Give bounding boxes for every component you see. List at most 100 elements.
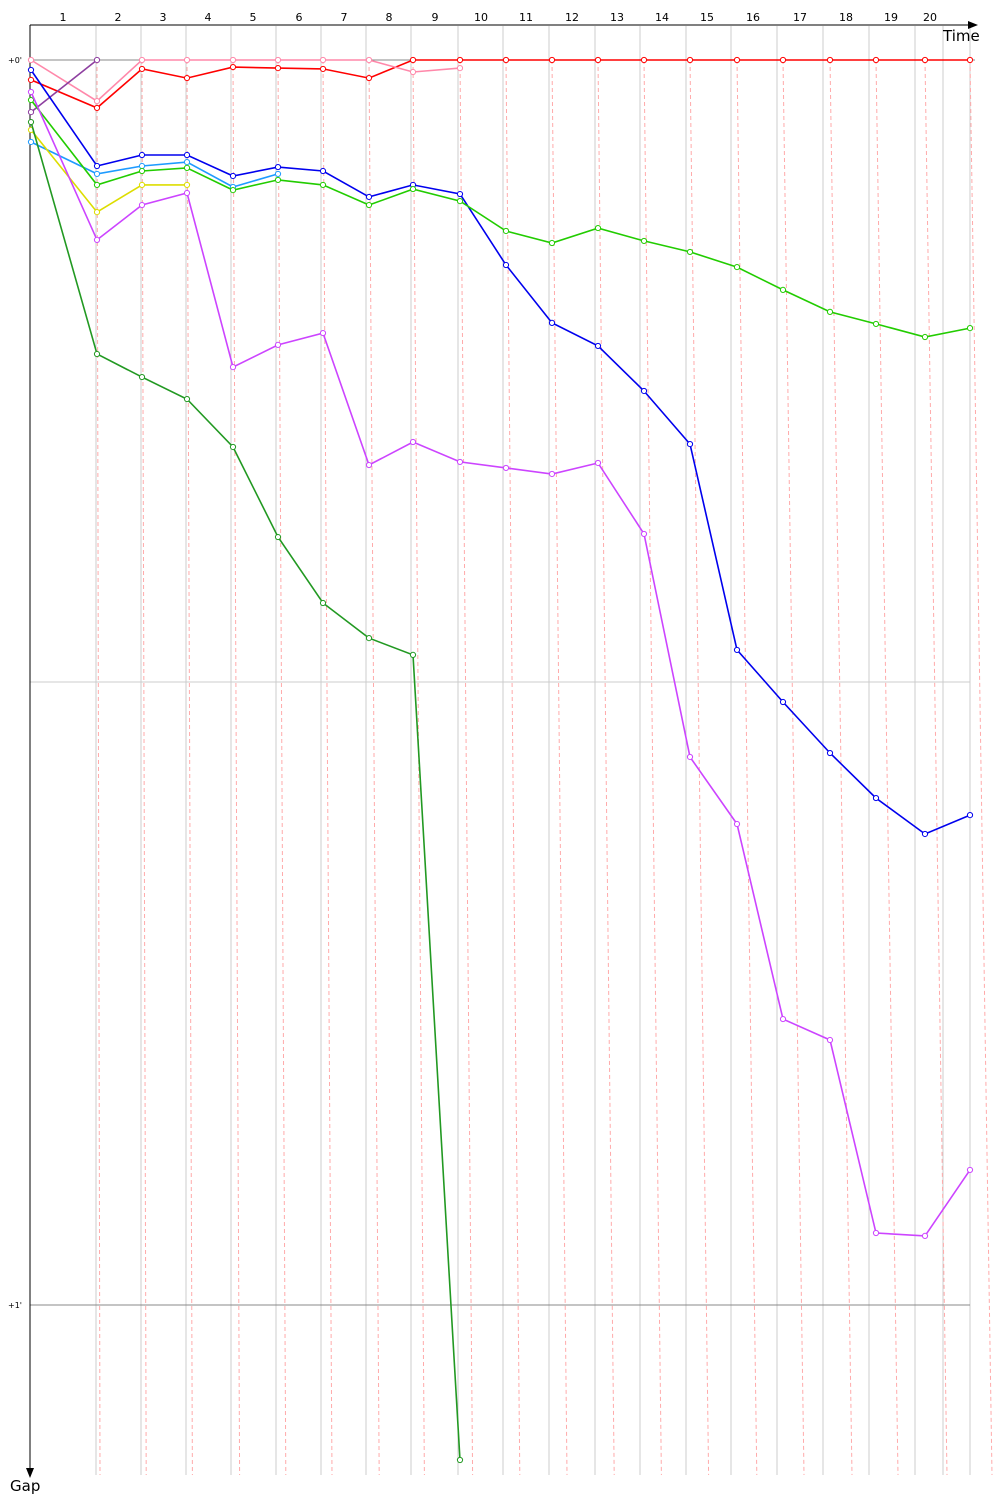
leader-lap-dash bbox=[96, 59, 101, 1476]
series bbox=[27, 56, 974, 1464]
data-point bbox=[183, 395, 191, 403]
leader-lap-dash bbox=[875, 59, 899, 1476]
data-point bbox=[456, 1456, 464, 1464]
data-point bbox=[966, 324, 974, 332]
data-point bbox=[138, 181, 146, 189]
series-line-group bbox=[27, 66, 974, 838]
data-point bbox=[779, 698, 787, 706]
data-point bbox=[319, 167, 327, 175]
data-point bbox=[183, 151, 191, 159]
data-point bbox=[365, 74, 373, 82]
data-point bbox=[409, 185, 417, 193]
data-point bbox=[93, 104, 101, 112]
data-point bbox=[27, 88, 35, 96]
leader-lap-dash bbox=[505, 59, 521, 1476]
x-tick-label: 2 bbox=[115, 11, 122, 24]
data-point bbox=[826, 56, 834, 64]
x-tick-label: 13 bbox=[610, 11, 624, 24]
data-point bbox=[27, 76, 35, 84]
y-axis-label: Gap bbox=[10, 1477, 40, 1495]
data-point bbox=[93, 350, 101, 358]
series-line-group bbox=[27, 56, 464, 105]
data-point bbox=[921, 333, 929, 341]
data-point bbox=[872, 1229, 880, 1237]
data-point bbox=[274, 533, 282, 541]
x-tick-label: 10 bbox=[474, 11, 488, 24]
data-point bbox=[138, 65, 146, 73]
leader-lap-dash bbox=[186, 59, 193, 1476]
series-line bbox=[30, 129, 187, 214]
series-line-group bbox=[27, 56, 974, 112]
data-point bbox=[183, 189, 191, 197]
leader-lap-dash bbox=[689, 59, 710, 1476]
data-point bbox=[921, 1232, 929, 1240]
series-line-group bbox=[27, 96, 974, 341]
y-tick-1: +1' bbox=[8, 1301, 22, 1310]
x-tick-label: 5 bbox=[250, 11, 257, 24]
leader-lap-dash bbox=[141, 59, 147, 1476]
data-point bbox=[274, 341, 282, 348]
series-line-group bbox=[27, 118, 464, 1464]
data-point bbox=[319, 181, 327, 189]
x-tick-label: 17 bbox=[793, 11, 807, 24]
data-point bbox=[183, 56, 191, 64]
data-point bbox=[93, 56, 101, 64]
data-point bbox=[365, 193, 373, 201]
data-point bbox=[548, 470, 556, 478]
leader-lap-dash bbox=[412, 59, 425, 1476]
data-point bbox=[365, 634, 373, 642]
x-tick-label: 11 bbox=[519, 11, 533, 24]
leader-lap-dash bbox=[459, 59, 474, 1476]
data-point bbox=[409, 56, 417, 64]
leader-lap-dash bbox=[232, 59, 241, 1476]
y-axis-arrow bbox=[26, 1468, 34, 1478]
x-tick-label: 15 bbox=[700, 11, 714, 24]
x-tick-label: 19 bbox=[884, 11, 898, 24]
data-point bbox=[138, 56, 146, 64]
data-point bbox=[93, 162, 101, 170]
data-point bbox=[274, 64, 282, 72]
leader-lap-dash bbox=[736, 59, 758, 1476]
x-tick-label: 16 bbox=[746, 11, 760, 24]
data-point bbox=[594, 342, 602, 350]
data-point bbox=[27, 138, 35, 146]
data-point bbox=[93, 97, 101, 105]
data-point bbox=[640, 56, 648, 64]
leader-lap-dash bbox=[829, 59, 853, 1476]
data-point bbox=[872, 320, 880, 328]
data-point bbox=[456, 458, 464, 466]
x-tick-label: 8 bbox=[386, 11, 393, 24]
series-line-group bbox=[27, 126, 191, 216]
x-tick-label: 12 bbox=[565, 11, 579, 24]
data-point bbox=[27, 56, 35, 64]
x-tick-label: 1 bbox=[60, 11, 67, 24]
data-point bbox=[733, 820, 741, 828]
data-point bbox=[548, 239, 556, 247]
data-point bbox=[27, 118, 35, 126]
data-point bbox=[686, 248, 694, 256]
data-point bbox=[921, 830, 929, 838]
data-point bbox=[319, 599, 327, 607]
x-axis-label: Time bbox=[942, 27, 980, 45]
data-point bbox=[138, 162, 146, 170]
data-point bbox=[274, 176, 282, 184]
data-point bbox=[229, 63, 237, 71]
data-point bbox=[548, 56, 556, 64]
data-point bbox=[640, 387, 648, 395]
data-point bbox=[502, 464, 510, 472]
x-tick-labels: 1 2 3 4 5 6 7 8 9 10 11 12 13 14 15 16 17 18 19 20 bbox=[60, 11, 938, 24]
series-line bbox=[30, 59, 98, 113]
data-point bbox=[456, 190, 464, 198]
data-point bbox=[826, 749, 834, 757]
data-point bbox=[138, 167, 146, 175]
data-point bbox=[686, 56, 694, 64]
data-point bbox=[229, 364, 237, 371]
data-point bbox=[456, 64, 464, 72]
data-point bbox=[93, 236, 101, 244]
data-point bbox=[319, 329, 327, 337]
data-point bbox=[319, 56, 327, 64]
data-point bbox=[686, 753, 694, 761]
data-point bbox=[686, 440, 694, 448]
x-tick-label: 6 bbox=[296, 11, 303, 24]
data-point bbox=[409, 651, 417, 659]
